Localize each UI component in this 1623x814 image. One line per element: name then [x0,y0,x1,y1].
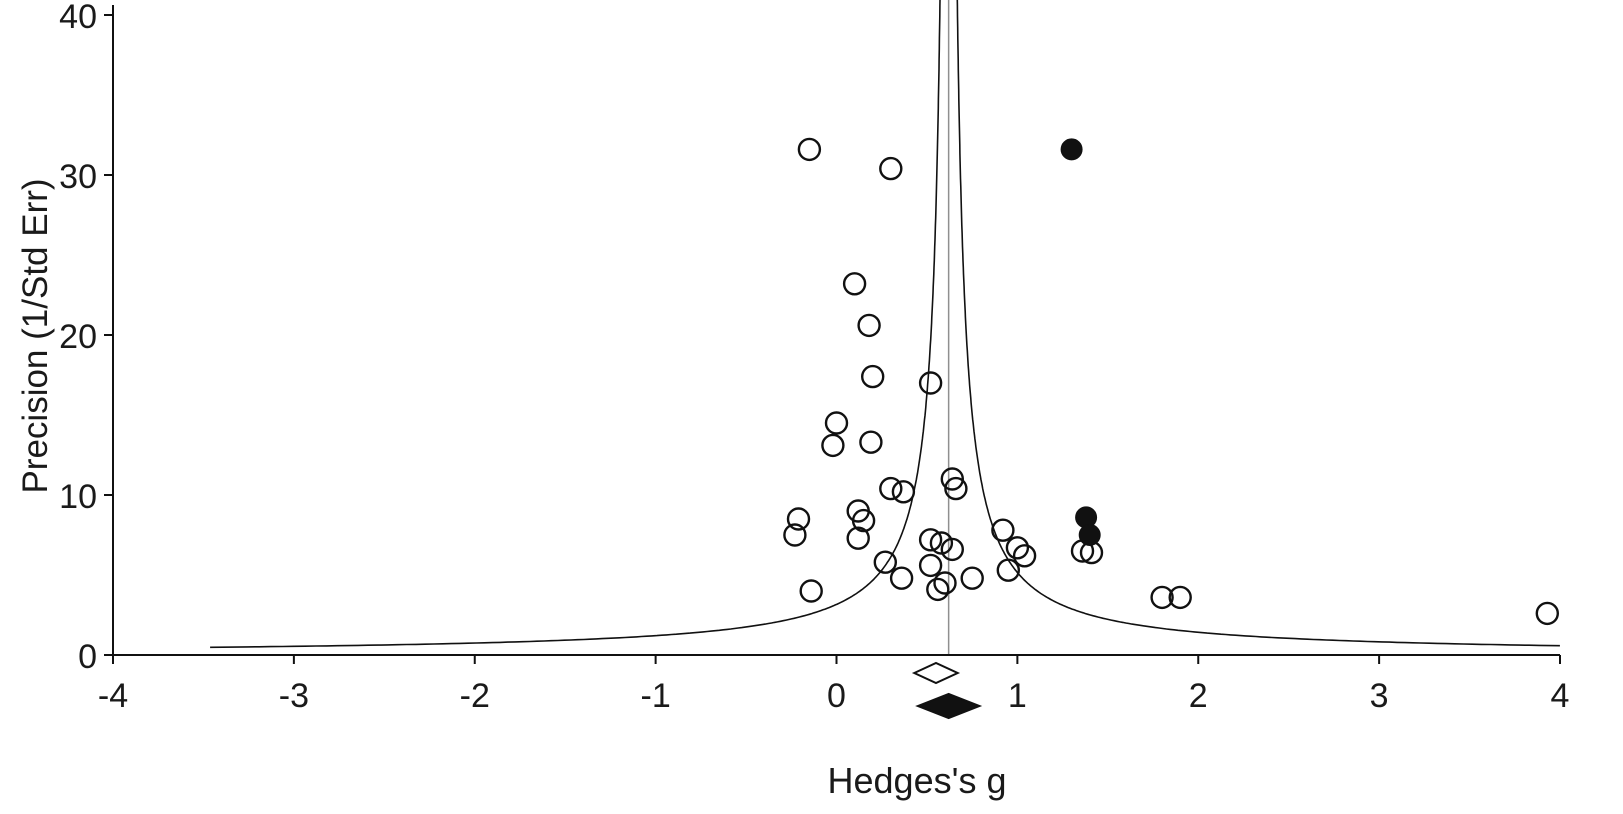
x-tick-label: -4 [98,677,128,715]
x-tick-label: -1 [641,677,671,715]
data-point-open-circle [857,313,881,338]
data-point-open-circle [918,553,943,578]
x-axis-title: Hedges's g [827,760,1007,801]
y-tick-label: 10 [59,478,97,516]
data-point-open-circle [1005,536,1030,560]
data-point-open-circle [821,433,845,458]
x-tick-label: 1 [1008,677,1027,715]
data-point-open-circle [889,566,914,590]
x-tick-label: -2 [460,677,490,715]
data-point-open-circle [846,526,870,550]
data-point-open-circle [1150,585,1174,610]
data-point-open-circle [799,579,823,603]
x-tick-label: 4 [1551,677,1570,715]
data-point-open-circle [991,518,1015,542]
data-point-open-circle [861,364,885,389]
data-point-open-circle [879,156,903,181]
data-point-open-circle [940,537,964,562]
data-point-open-circle [1012,544,1037,568]
funnel-curve-right [956,0,1560,647]
data-point-open-circle [1535,601,1560,626]
y-axis-title: Precision (1/Std Err) [16,178,55,494]
data-point-open-circle [783,523,807,547]
data-point-open-circle [918,528,943,552]
data-point-filled-circle [1078,524,1101,546]
data-point-open-circle [891,480,916,504]
funnel-curve-left [210,0,941,649]
data-point-open-circle [824,411,849,435]
data-point-open-circle [996,558,1020,582]
data-point-open-circle [926,577,950,602]
x-tick-label: -3 [279,677,309,715]
data-point-open-circle [918,371,943,395]
data-point-open-circle [851,508,876,533]
x-tick-label: 2 [1189,677,1208,715]
y-tick-label: 30 [59,158,97,196]
data-point-filled-circle [1060,138,1083,161]
y-tick-label: 40 [59,0,97,36]
data-point-open-circle [1168,585,1192,610]
adjusted-effect-diamond [915,692,983,720]
y-tick-label: 20 [59,318,97,356]
x-tick-label: 3 [1370,677,1389,715]
data-point-open-circle [873,550,897,574]
data-point-open-circle [786,507,811,531]
data-point-open-circle [842,272,867,296]
y-tick-label: 0 [78,638,97,676]
data-point-open-circle [879,476,903,501]
observed-effect-diamond [911,661,961,685]
data-point-open-circle [960,566,984,590]
x-tick-label: 0 [827,677,846,715]
data-point-open-circle [944,476,968,501]
data-point-open-circle [859,430,883,454]
data-point-open-circle [940,467,964,491]
data-point-open-circle [797,137,822,162]
data-point-open-circle [933,571,957,595]
